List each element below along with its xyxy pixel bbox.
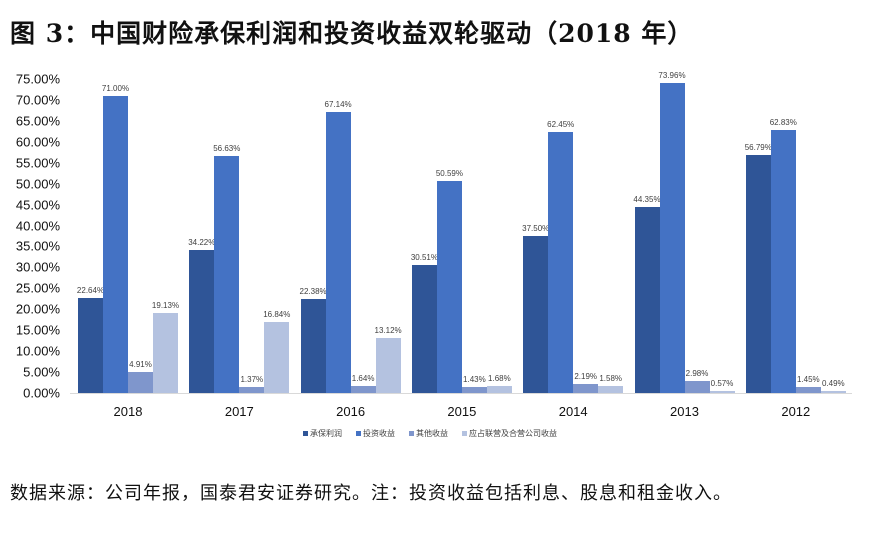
- bar-2015-series-3: [486, 385, 512, 393]
- data-label: 16.84%: [263, 310, 291, 320]
- data-label: 13.12%: [374, 326, 402, 336]
- y-tick-label: 10.00%: [15, 343, 60, 359]
- bar-2015-series-1: [436, 181, 462, 393]
- data-label: 44.35%: [633, 195, 661, 205]
- legend-label: 应占联营及合营公司收益: [469, 429, 557, 438]
- bar-2018-series-2: [128, 372, 153, 393]
- data-label: 30.51%: [410, 253, 438, 263]
- bar-chart: 承保利润 投资收益 其他收益 应占联营及合营公司收益 0.00% 5.00% 10.00%…: [0, 60, 883, 450]
- y-tick-label: 25.00%: [15, 280, 60, 296]
- data-label: 1.68%: [488, 373, 511, 383]
- legend-label: 其他收益: [416, 429, 448, 438]
- data-label: 1.58%: [599, 374, 623, 384]
- bar-2013-series-2: [684, 380, 710, 393]
- data-label: 62.83%: [769, 117, 797, 127]
- data-label: 56.79%: [744, 143, 772, 153]
- data-label: 0.57%: [710, 378, 734, 388]
- data-label: 1.45%: [796, 374, 820, 384]
- data-label: 19.13%: [151, 300, 180, 310]
- bar-2013-series-0: [634, 207, 660, 393]
- bar-2018-series-0: [78, 298, 103, 393]
- x-axis-line: [70, 393, 852, 394]
- x-category-label: 2015: [447, 404, 477, 419]
- legend-label: 承保利润: [310, 429, 342, 438]
- bar-2014-series-2: [573, 383, 599, 393]
- data-label: 22.38%: [299, 287, 327, 297]
- legend-swatch-icon: [409, 431, 414, 436]
- y-tick-label: 60.00%: [15, 134, 60, 150]
- y-tick-label: 40.00%: [15, 218, 60, 234]
- x-category-label: 2017: [224, 404, 254, 419]
- bar-2016-series-3: [375, 338, 401, 393]
- source-note: 数据来源：公司年报，国泰君安证券研究。注：投资收益包括利息、股息和租金收入。: [10, 483, 732, 504]
- bar-2016-series-0: [300, 299, 326, 393]
- legend-item: 其他收益: [409, 428, 448, 439]
- bar-2016-series-2: [350, 386, 376, 393]
- x-category-label: 2016: [336, 404, 366, 419]
- bar-2016-series-1: [325, 111, 351, 393]
- x-category-label: 2014: [558, 404, 588, 419]
- data-label: 1.37%: [240, 375, 264, 385]
- data-label: 0.49%: [821, 378, 845, 388]
- y-tick-label: 70.00%: [15, 92, 60, 108]
- legend-swatch-icon: [356, 431, 361, 436]
- y-tick-label: 0.00%: [23, 385, 60, 401]
- data-label: 37.50%: [522, 224, 550, 233]
- bar-2017-series-2: [239, 387, 265, 393]
- bar-2012-series-2: [795, 386, 821, 393]
- data-label: 67.14%: [324, 99, 352, 109]
- bar-2013-series-1: [659, 83, 685, 393]
- bar-2018-series-1: [103, 95, 128, 393]
- data-label: 1.64%: [351, 374, 375, 384]
- bar-2017-series-0: [189, 249, 215, 393]
- data-label: 71.00%: [101, 83, 130, 93]
- bar-2014-series-0: [523, 236, 549, 393]
- x-category-label: 2018: [113, 404, 143, 419]
- y-tick-label: 65.00%: [15, 113, 60, 129]
- legend-item: 承保利润: [303, 428, 342, 439]
- bar-2012-series-0: [745, 155, 771, 393]
- x-category-label: 2013: [670, 404, 699, 419]
- y-tick-label: 75.00%: [15, 71, 60, 87]
- legend-swatch-icon: [303, 431, 308, 436]
- legend-item: 投资收益: [356, 428, 395, 439]
- data-label: 2.98%: [685, 368, 709, 378]
- bar-2014-series-1: [548, 131, 574, 393]
- y-tick-label: 35.00%: [15, 238, 60, 254]
- bar-2012-series-1: [770, 129, 796, 393]
- bar-2012-series-3: [820, 390, 846, 393]
- bar-2014-series-3: [598, 386, 624, 393]
- bar-2018-series-3: [153, 312, 178, 393]
- y-tick-label: 45.00%: [15, 197, 60, 213]
- legend-item: 应占联营及合营公司收益: [462, 428, 557, 439]
- data-label: 62.45%: [547, 119, 575, 129]
- bar-2015-series-0: [411, 265, 437, 393]
- y-tick-label: 15.00%: [15, 322, 60, 338]
- y-tick-label: 5.00%: [23, 364, 60, 380]
- data-label: 56.63%: [213, 143, 241, 153]
- y-tick-label: 30.00%: [15, 259, 60, 275]
- data-label: 34.22%: [188, 237, 216, 247]
- chart-legend: 承保利润 投资收益 其他收益 应占联营及合营公司收益: [303, 428, 557, 439]
- data-label: 2.19%: [574, 371, 598, 381]
- chart-title: 图 3：中国财险承保利润和投资收益双轮驱动（2018 年）: [10, 19, 694, 48]
- y-tick-label: 55.00%: [15, 155, 60, 171]
- legend-swatch-icon: [462, 431, 467, 436]
- bar-2017-series-1: [214, 155, 240, 393]
- data-label: 50.59%: [435, 169, 463, 179]
- y-tick-label: 20.00%: [15, 301, 60, 317]
- data-label: 1.43%: [463, 375, 486, 384]
- bar-2015-series-2: [461, 387, 487, 393]
- data-label: 4.91%: [129, 360, 152, 370]
- y-tick-label: 50.00%: [15, 176, 60, 192]
- x-category-label: 2012: [781, 404, 811, 419]
- legend-label: 投资收益: [363, 429, 395, 438]
- bar-2017-series-3: [264, 322, 290, 393]
- data-label: 22.64%: [76, 286, 105, 296]
- bar-2013-series-3: [709, 390, 735, 393]
- data-label: 73.96%: [658, 71, 686, 81]
